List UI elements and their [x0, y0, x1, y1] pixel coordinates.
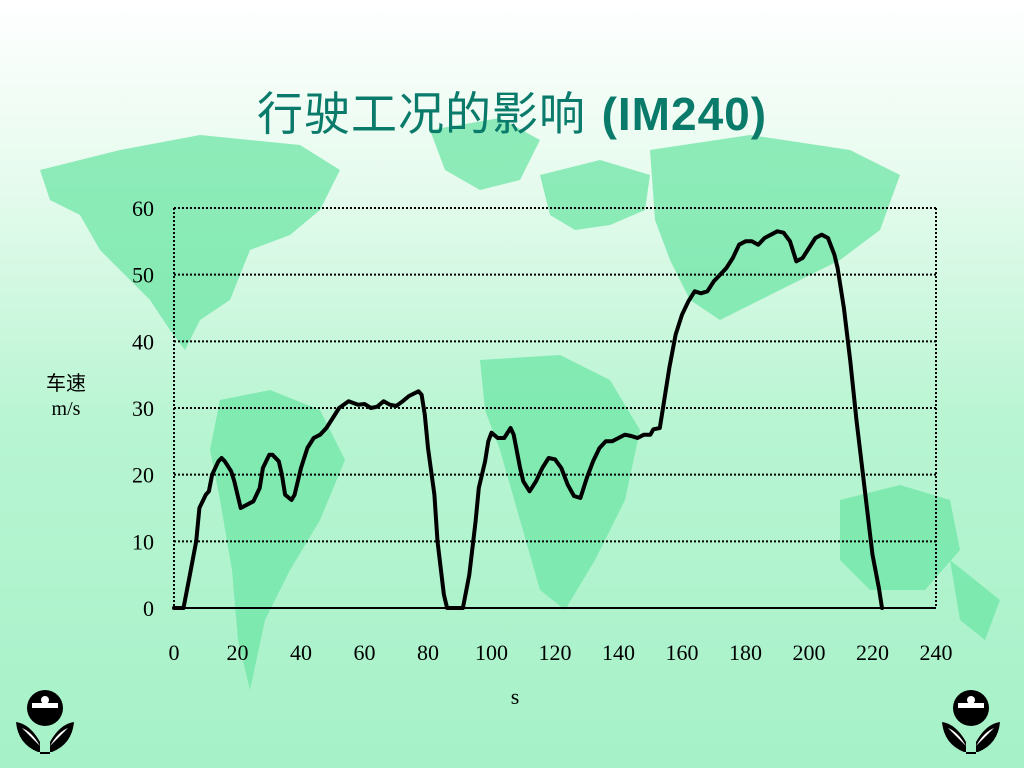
x-tick-label: 80: [417, 640, 439, 665]
series-line-0: [172, 229, 884, 610]
map-europe: [540, 160, 650, 230]
map-japan: [950, 560, 1000, 640]
y-tick-label: 0: [143, 596, 154, 621]
epa-logo-right: [942, 690, 1000, 754]
map-north-america: [40, 135, 340, 350]
y-tick-label: 50: [132, 263, 154, 288]
x-tick-label: 200: [793, 640, 826, 665]
y-tick-label: 40: [132, 329, 154, 354]
x-tick-label: 140: [602, 640, 635, 665]
tick-layer: 0 10 20 30 40 50 60 0 20 40 60 80 100 120 140 160 180 200…: [132, 196, 953, 665]
epa-logo-left: [16, 690, 74, 754]
x-tick-label: 120: [539, 640, 572, 665]
x-tick-label: 40: [290, 640, 312, 665]
x-tick-label: 20: [227, 640, 249, 665]
title-chinese: 行驶工况的影响: [256, 87, 586, 141]
y-tick-label: 20: [132, 463, 154, 488]
page-title: 行驶工况的影响 (IM240): [0, 78, 1024, 144]
map-greenland: [430, 118, 540, 190]
x-tick-label: 160: [666, 640, 699, 665]
x-tick-label: 0: [169, 640, 180, 665]
x-tick-label: 60: [354, 640, 376, 665]
y-axis-label-cn: 车速: [46, 371, 86, 395]
map-asia: [650, 135, 900, 320]
x-tick-label: 100: [475, 640, 508, 665]
y-tick-label: 10: [132, 529, 154, 554]
map-africa: [480, 355, 640, 610]
map-australia: [840, 485, 960, 590]
y-tick-label: 30: [132, 396, 154, 421]
series-layer: [172, 229, 884, 610]
x-tick-label: 180: [729, 640, 762, 665]
x-tick-label: 220: [856, 640, 889, 665]
axis-layer: [173, 208, 937, 609]
grid-layer: [174, 207, 936, 543]
title-latin: (IM240): [601, 88, 768, 140]
x-tick-label: 240: [920, 640, 953, 665]
y-axis-label: 车速 m/s: [36, 370, 96, 422]
y-axis-label-unit: m/s: [51, 398, 81, 420]
x-axis-label: s: [511, 684, 520, 709]
y-tick-label: 60: [132, 196, 154, 221]
map-south-america: [210, 390, 345, 690]
